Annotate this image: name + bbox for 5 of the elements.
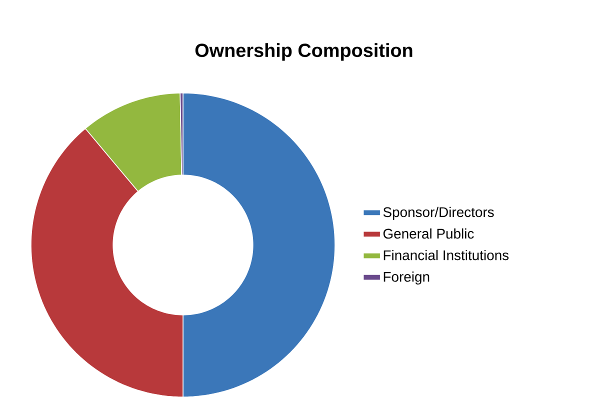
legend-label: Sponsor/Directors [383,206,494,220]
legend-label: General Public [383,228,474,239]
chart-title: Ownership Composition [195,43,412,61]
legend-label: Foreign [384,272,430,285]
legend-label: Financial Institutions [384,250,509,260]
